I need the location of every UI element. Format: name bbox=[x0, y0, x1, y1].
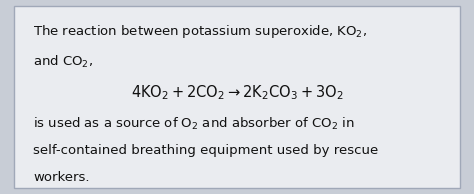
Text: is used as a source of $\mathrm{O_2}$ and absorber of $\mathrm{CO_2}$ in: is used as a source of $\mathrm{O_2}$ an… bbox=[33, 116, 355, 133]
Text: $4\mathrm{KO_2} + 2\mathrm{CO_2} \rightarrow 2\mathrm{K_2CO_3} + 3\mathrm{O_2}$: $4\mathrm{KO_2} + 2\mathrm{CO_2} \righta… bbox=[131, 83, 343, 102]
Text: The reaction between potassium superoxide, $\mathrm{KO_2}$,: The reaction between potassium superoxid… bbox=[33, 23, 367, 40]
Text: and $\mathrm{CO_2}$,: and $\mathrm{CO_2}$, bbox=[33, 54, 93, 70]
Text: self-contained breathing equipment used by rescue: self-contained breathing equipment used … bbox=[33, 144, 378, 157]
Text: workers.: workers. bbox=[33, 171, 90, 184]
